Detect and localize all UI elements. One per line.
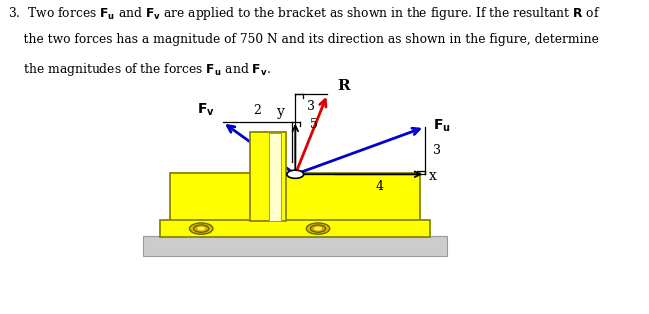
Text: $\mathbf{F_v}$: $\mathbf{F_v}$: [197, 102, 215, 118]
Text: 3.  Two forces $\mathbf{F_u}$ and $\mathbf{F_v}$ are applied to the bracket as s: 3. Two forces $\mathbf{F_u}$ and $\mathb…: [8, 5, 600, 22]
Text: the two forces has a magnitude of 750 N and its direction as shown in the figure: the two forces has a magnitude of 750 N …: [8, 33, 598, 46]
Text: $\mathbf{F_u}$: $\mathbf{F_u}$: [433, 117, 450, 134]
Text: R: R: [337, 78, 350, 93]
Text: 3: 3: [434, 144, 441, 157]
Text: the magnitudes of the forces $\mathbf{F_u}$ and $\mathbf{F_v}$.: the magnitudes of the forces $\mathbf{F_…: [8, 61, 271, 78]
Circle shape: [306, 223, 330, 234]
Text: 4: 4: [376, 180, 384, 193]
Bar: [160, 220, 430, 237]
Text: 3: 3: [308, 100, 315, 113]
Circle shape: [197, 227, 205, 230]
Circle shape: [193, 225, 209, 232]
Bar: [269, 133, 281, 221]
Circle shape: [314, 227, 322, 230]
Circle shape: [287, 170, 304, 178]
Bar: [143, 236, 447, 256]
Bar: [170, 173, 420, 221]
Circle shape: [310, 225, 326, 232]
Text: 3: 3: [275, 135, 282, 149]
Bar: [250, 132, 286, 221]
Circle shape: [190, 223, 213, 234]
Text: x: x: [428, 169, 436, 183]
Text: y: y: [277, 105, 285, 119]
Text: 2: 2: [254, 104, 262, 116]
Bar: [273, 173, 421, 221]
Text: 5: 5: [310, 118, 317, 131]
